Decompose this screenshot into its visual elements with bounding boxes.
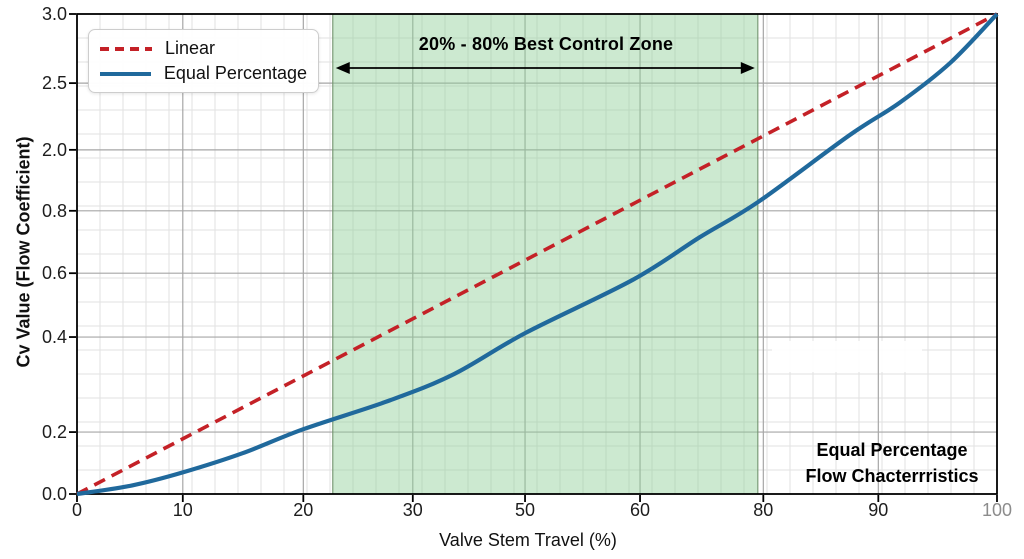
x-tick-label-100: 100: [981, 500, 1013, 520]
legend-dashed-line-sample: [100, 46, 152, 51]
series-linear: [76, 12, 998, 496]
legend-label: Equal Percentage: [163, 63, 307, 83]
series-equal-percentage: [76, 12, 999, 497]
y-tick-label-0.8: 0.8: [41, 200, 67, 221]
legend-label: Linear: [165, 38, 216, 58]
x-tick-label-0: 0: [71, 500, 83, 520]
x-tick-label-60: 60: [630, 500, 651, 520]
legend-item-linear: Linear: [100, 38, 307, 59]
legend: Linear Equal Percentage: [88, 29, 319, 93]
x-tick-label-50: 50: [515, 500, 536, 520]
annotation-line-2: Flow Chacterrristics: [805, 465, 979, 486]
y-tick-label-0.6: 0.6: [41, 263, 67, 284]
zone-arrow-head-left: [335, 62, 350, 74]
y-tick-label-3.0: 3.0: [41, 4, 67, 24]
control-zone-band: [332, 14, 758, 494]
zone-arrow-head-right: [740, 62, 755, 74]
legend-solid-line-sample: [100, 71, 151, 76]
y-tick-label-2.5: 2.5: [41, 73, 67, 94]
x-tick-label-90: 90: [868, 500, 889, 520]
y-tick-label-0.0: 0.0: [41, 484, 67, 504]
x-tick-label-30: 30: [402, 500, 423, 520]
y-tick-label-2.0: 2.0: [41, 139, 67, 160]
x-tick-label-10: 10: [172, 500, 193, 520]
annotation-flow-characteristics: Equal Percentage Flow Chacterrristics: [789, 438, 995, 489]
y-tick-label-0.4: 0.4: [41, 327, 67, 348]
x-tick-label-20: 20: [293, 500, 314, 520]
y-tick-label-0.2: 0.2: [41, 422, 67, 443]
x-axis-label: Valve Stem Travel (%): [439, 530, 617, 550]
x-tick-label-80: 80: [753, 500, 774, 520]
control-zone-label: 20% - 80% Best Control Zone: [418, 34, 674, 54]
legend-item-equal-percentage: Equal Percentage: [100, 63, 307, 84]
white-smudge-artifact: [772, 341, 922, 372]
axis-box: [76, 13, 998, 495]
annotation-line-1: Equal Percentage: [816, 440, 968, 460]
